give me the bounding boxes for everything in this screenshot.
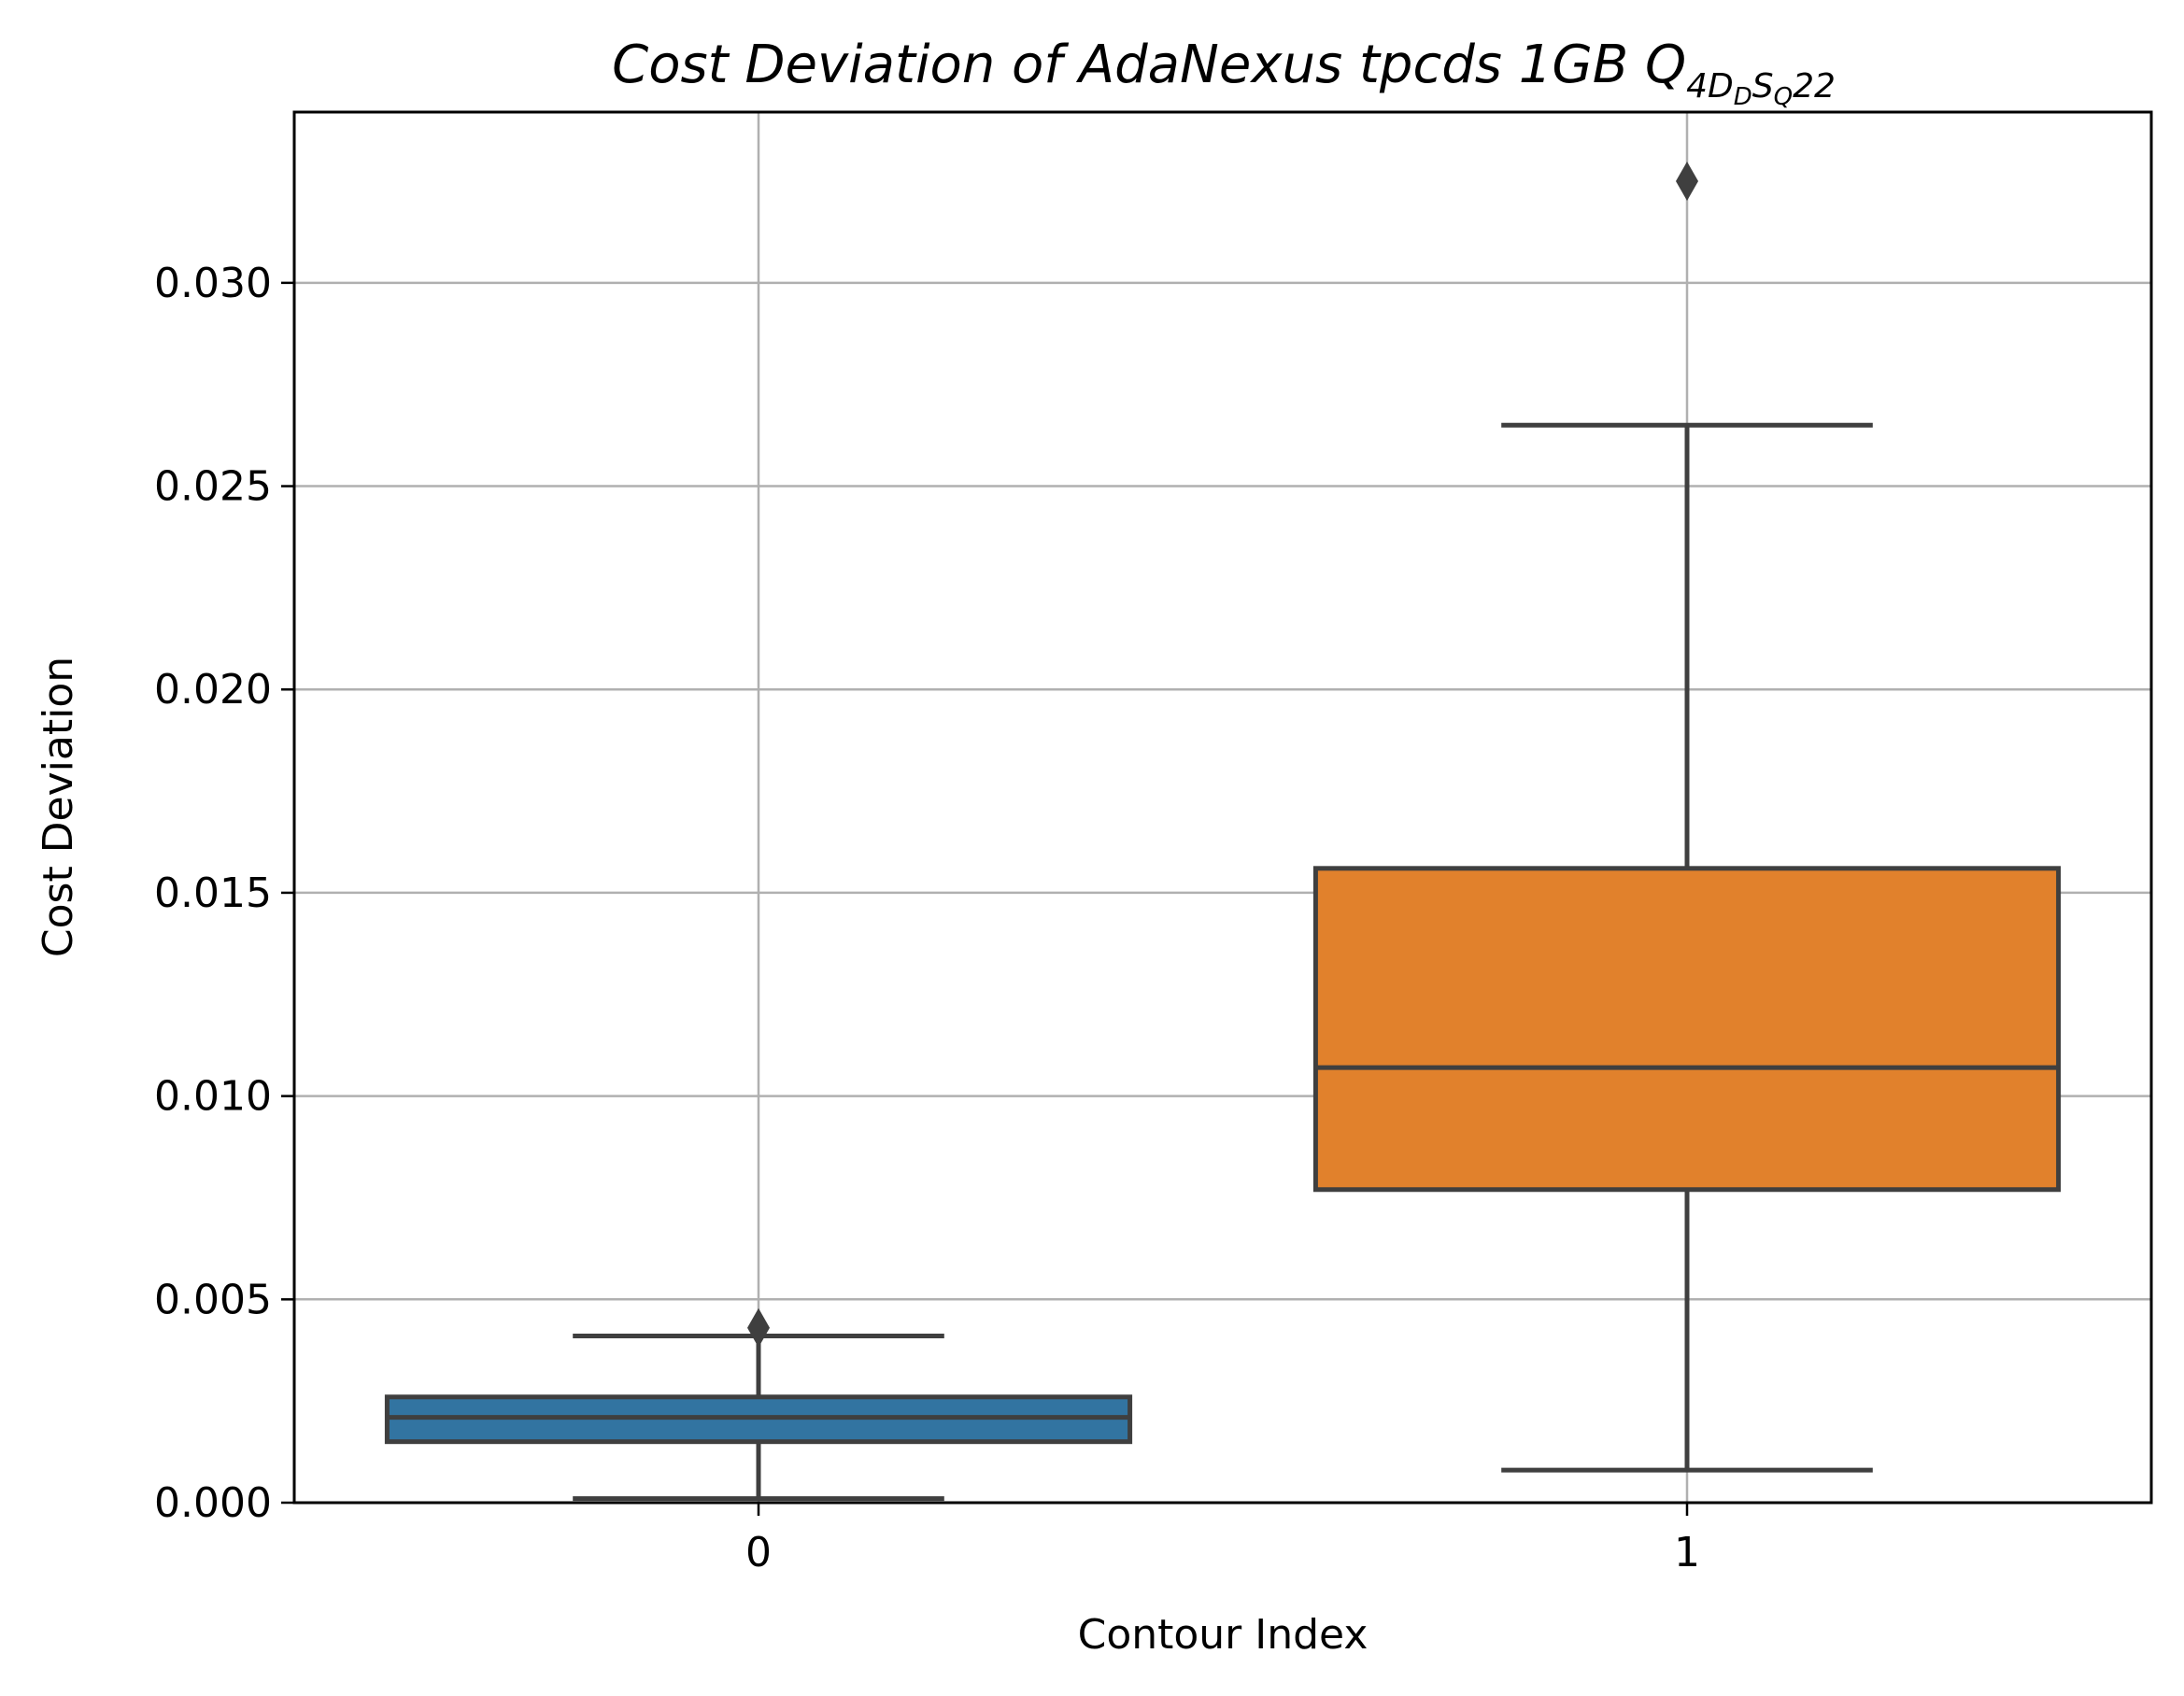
chart-title-subscript-c: S (1752, 67, 1774, 106)
grid-lines (294, 112, 2151, 1505)
boxes-layer (384, 162, 2062, 1502)
chart-title-subscript-d: Q (1774, 83, 1793, 111)
y-axis-ticks: 0.000 0.005 0.010 0.015 0.020 0.025 0.030 (154, 260, 294, 1527)
chart-title-subscript-a: 4D (1686, 67, 1734, 106)
y-tick-label: 0.025 (154, 463, 272, 511)
y-tick-label: 0.020 (154, 666, 272, 714)
y-tick-label: 0.005 (154, 1276, 272, 1323)
chart-title: Cost Deviation of AdaNexus tpcds 1GB Q4D… (612, 35, 1836, 111)
plot-frame (292, 110, 2153, 1505)
chart-title-tail: 22 (1793, 67, 1836, 106)
x-axis-label: Contour Index (1078, 1611, 1369, 1659)
box-group-1 (1312, 162, 2062, 1473)
y-tick-label: 0.015 (154, 869, 272, 917)
chart-title-subscript-b: D (1734, 83, 1752, 111)
x-tick-label: 1 (1674, 1529, 1700, 1576)
y-axis-label: Cost Deviation (35, 657, 82, 957)
y-tick-label: 0.030 (154, 260, 272, 307)
outlier-marker (1676, 162, 1698, 202)
box-group-0 (384, 1307, 1133, 1502)
chart-title-main: Cost Deviation of AdaNexus tpcds 1GB Q (612, 35, 1686, 95)
outlier-marker (747, 1307, 770, 1348)
y-tick-label: 0.010 (154, 1073, 272, 1121)
box-body (1312, 866, 2062, 1193)
x-tick-label: 0 (745, 1529, 772, 1576)
y-tick-label: 0.000 (154, 1479, 272, 1527)
